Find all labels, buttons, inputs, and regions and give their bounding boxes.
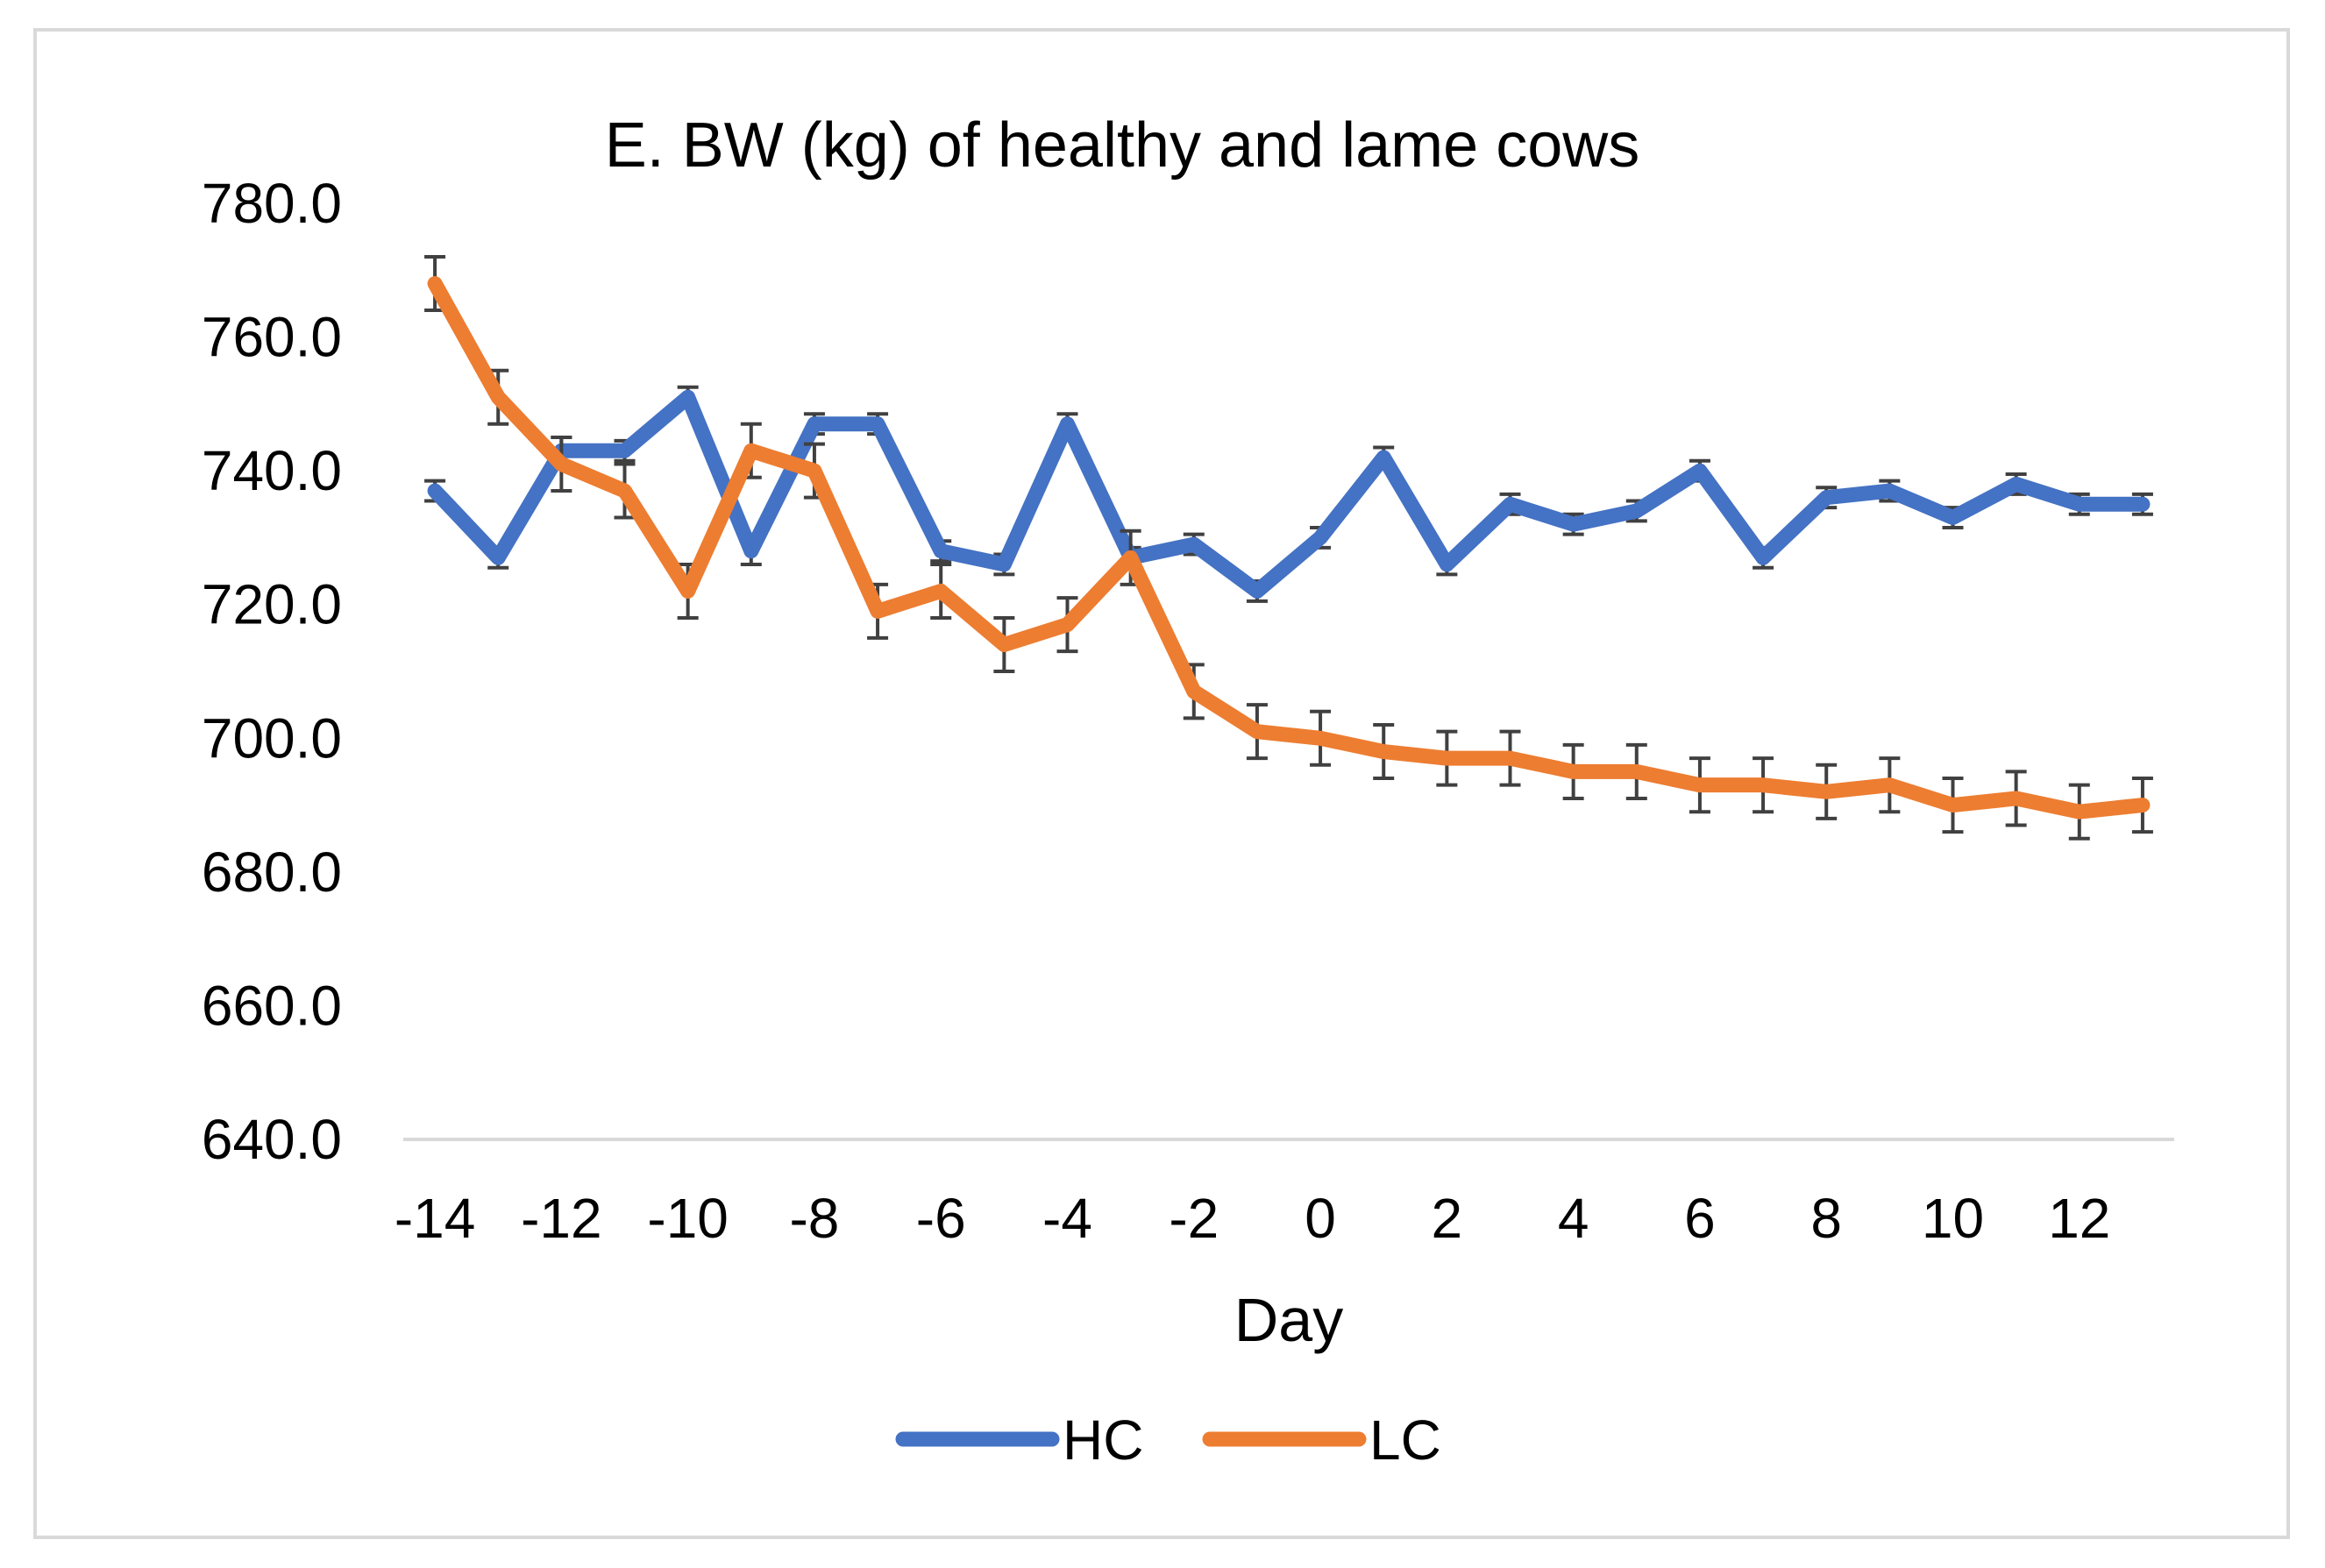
x-tick-label: -6 [916, 1187, 966, 1250]
series-line-LC [427, 276, 2151, 819]
y-tick-label: 640.0 [202, 1108, 342, 1171]
x-tick-label: 4 [1558, 1187, 1589, 1250]
y-tick-label: 780.0 [202, 172, 342, 235]
x-axis-label: Day [1234, 1286, 1343, 1354]
x-axis-ticks: -14 -12 -10 -8 -6 -4 -2 0 2 4 6 8 10 12 [395, 1187, 2111, 1250]
series-LC [424, 255, 2153, 841]
series-layer [424, 255, 2153, 841]
legend-label: HC [1063, 1408, 1143, 1472]
legend: HC LC [895, 1408, 1441, 1472]
y-tick-label: 740.0 [202, 439, 342, 502]
series-line-HC [427, 389, 2151, 599]
chart-title: E. BW (kg) of healthy and lame cows [605, 110, 1639, 181]
x-tick-label: 2 [1432, 1187, 1463, 1250]
x-tick-label: 10 [1922, 1187, 1984, 1250]
x-tick-label: 8 [1810, 1187, 1842, 1250]
x-tick-label: -4 [1042, 1187, 1092, 1250]
y-tick-label: 680.0 [202, 841, 342, 904]
y-tick-label: 660.0 [202, 974, 342, 1037]
x-tick-label: -2 [1169, 1187, 1219, 1250]
x-tick-label: 6 [1684, 1187, 1716, 1250]
x-tick-label: -8 [789, 1187, 839, 1250]
x-tick-label: 0 [1305, 1187, 1336, 1250]
x-tick-label: -10 [647, 1187, 729, 1250]
x-tick-label: -12 [521, 1187, 602, 1250]
y-tick-label: 720.0 [202, 573, 342, 636]
x-tick-label: -14 [395, 1187, 476, 1250]
chart-frame [33, 28, 2290, 1539]
legend-item-HC: HC [895, 1408, 1143, 1472]
y-axis-ticks: 640.0 660.0 680.0 700.0 720.0 740.0 760.0 780.0 [202, 172, 342, 1171]
y-tick-label: 700.0 [202, 706, 342, 770]
legend-item-LC: LC [1202, 1408, 1441, 1472]
legend-label: LC [1369, 1408, 1441, 1472]
y-tick-label: 760.0 [202, 306, 342, 369]
x-tick-label: 12 [2048, 1187, 2110, 1250]
